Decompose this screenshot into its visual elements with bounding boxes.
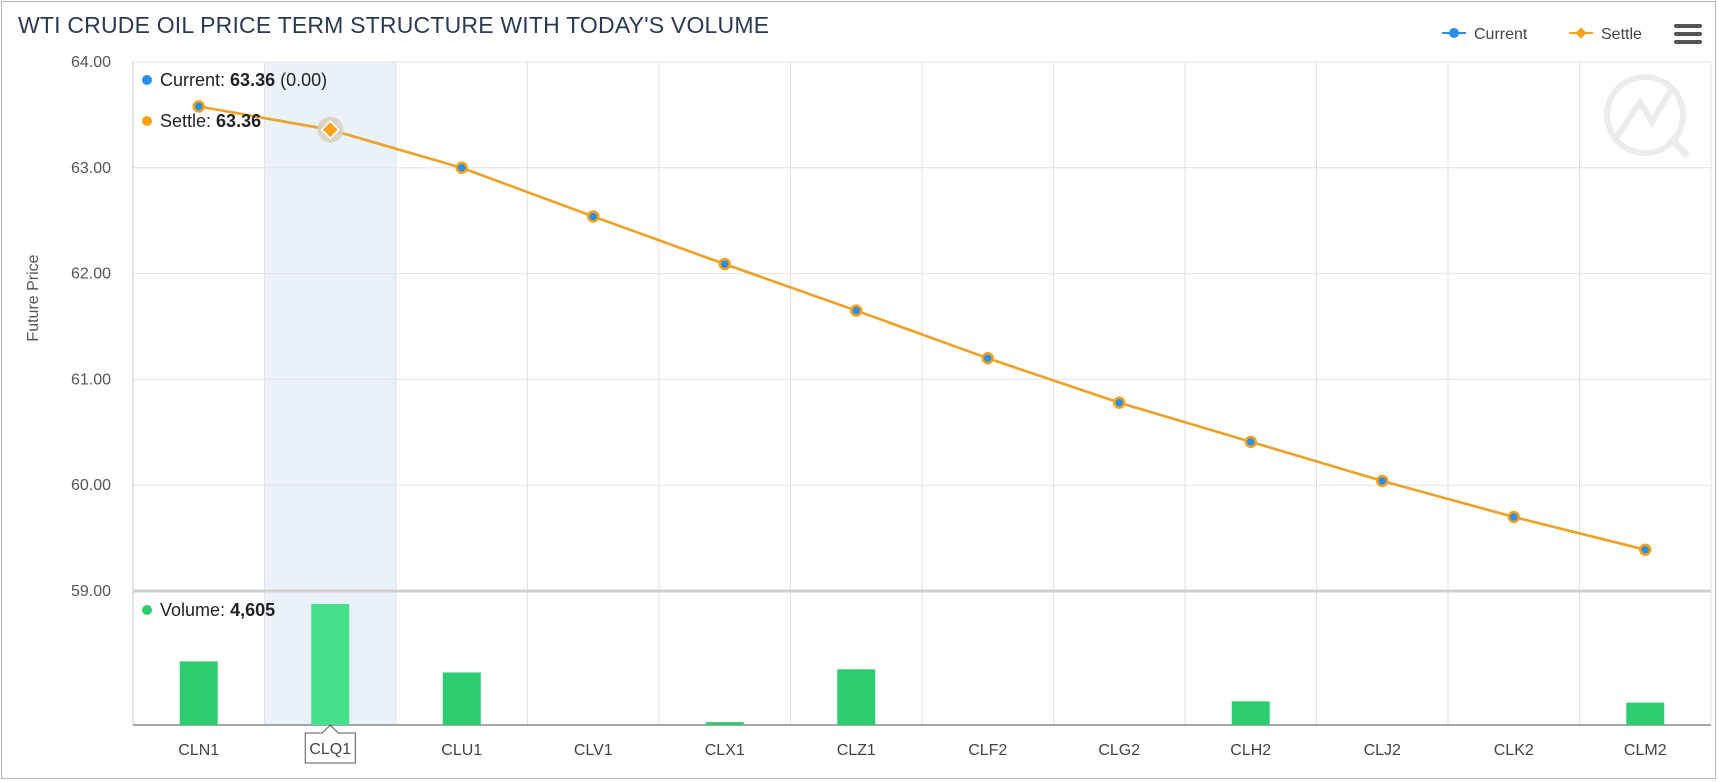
series-line-settle (198, 105, 1646, 551)
data-point-current (1639, 543, 1652, 556)
y-tick-label: 60.00 (71, 477, 111, 494)
y-tick-label: 59.00 (71, 583, 111, 600)
price-lines (198, 105, 1646, 551)
tooltip-volume-label: Volume (160, 600, 220, 620)
legend-current-marker (1449, 28, 1459, 38)
data-point-current (192, 100, 205, 113)
legend-current-label: Current (1474, 26, 1528, 43)
legend: Current Settle (1442, 26, 1642, 43)
x-axis-category-callout: CLQ1 (304, 724, 356, 764)
tooltip-current-dot (142, 75, 152, 85)
tooltip-settle-value: 63.36 (216, 111, 261, 131)
data-point-current (981, 351, 994, 365)
data-point-current (1507, 510, 1520, 524)
x-tick-label: CLU1 (441, 742, 482, 759)
x-tick-label: CLJ2 (1364, 742, 1401, 759)
tooltip-volume-dot (142, 605, 152, 615)
tooltip-settle-dot (142, 116, 152, 126)
volume-bar (705, 722, 744, 725)
x-tick-label: CLM2 (1624, 742, 1667, 759)
volume-bar (311, 604, 350, 725)
data-point-current (1376, 474, 1389, 488)
legend-item-settle[interactable]: Settle (1569, 26, 1642, 43)
quote-logo-watermark (1604, 74, 1691, 159)
x-tick-label: CLH2 (1230, 742, 1271, 759)
y-axis-title: Future Price (25, 254, 42, 341)
volume-bar (1231, 701, 1270, 725)
x-tick-label: CLV1 (574, 742, 613, 759)
svg-text:Current: 63.36 (0.00): Current: 63.36 (0.00) (160, 70, 327, 90)
data-point-current (1113, 396, 1126, 409)
data-point-current (718, 257, 731, 271)
data-point-current (850, 304, 863, 317)
y-tick-label: 63.00 (71, 160, 111, 177)
volume-bars (179, 604, 1665, 725)
tooltip-price: Current: 63.36 (0.00) Settle: 63.36 (142, 70, 327, 131)
chart-title: WTI CRUDE OIL PRICE TERM STRUCTURE WITH … (18, 12, 770, 38)
volume-bar (442, 672, 481, 725)
y-tick-label: 64.00 (71, 54, 111, 71)
x-tick-label: CLG2 (1098, 742, 1140, 759)
legend-item-current[interactable]: Current (1442, 26, 1528, 43)
volume-bar (837, 669, 876, 725)
data-point-current (1244, 435, 1257, 449)
tooltip-volume: Volume: 4,605 (142, 600, 275, 620)
data-point-current (455, 161, 468, 175)
tooltip-current-change: (0.00) (280, 70, 327, 90)
x-tick-label: CLX1 (705, 742, 745, 759)
x-tick-label: CLK2 (1494, 742, 1534, 759)
x-tick-label: CLN1 (178, 742, 219, 759)
tooltip-settle-label: Settle (160, 111, 206, 131)
tooltip-current-label: Current (160, 70, 220, 90)
y-tick-label: 62.00 (71, 266, 111, 283)
data-point-settle-hovered (320, 120, 340, 140)
price-markers (192, 100, 1652, 556)
volume-bar (179, 661, 218, 725)
legend-settle-label: Settle (1601, 26, 1642, 43)
hamburger-menu-icon[interactable] (1674, 24, 1702, 46)
x-tick-label: CLF2 (968, 742, 1007, 759)
legend-settle-marker (1575, 27, 1587, 39)
x-tick-label: CLZ1 (837, 742, 876, 759)
tooltip-current-value: 63.36 (230, 70, 275, 90)
svg-text:Settle: 63.36: Settle: 63.36 (160, 111, 261, 131)
data-point-current (587, 210, 600, 223)
svg-text:Volume: 4,605: Volume: 4,605 (160, 600, 275, 620)
axis-layer: 64.00 63.00 62.00 61.00 60.00 59.00 CLN1 CLQ1 CL… (71, 54, 1711, 759)
callout-category-label: CLQ1 (309, 741, 351, 758)
y-tick-label: 61.00 (71, 371, 111, 388)
tooltip-volume-value: 4,605 (230, 600, 275, 620)
volume-bar (1626, 702, 1665, 725)
